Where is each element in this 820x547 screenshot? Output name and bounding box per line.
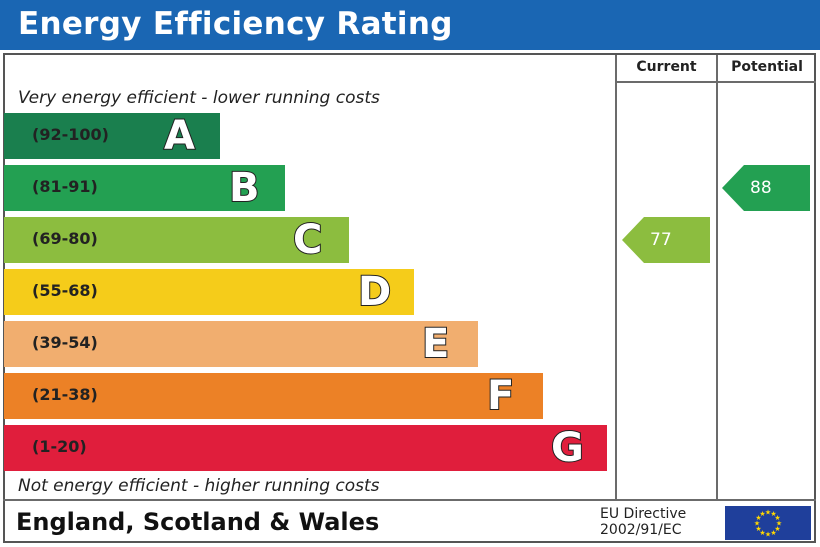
flag-star: ★ xyxy=(770,529,776,537)
divider-potential xyxy=(716,55,718,500)
arrow-shape xyxy=(722,165,810,211)
arrow-value: 88 xyxy=(750,178,772,198)
flag-star: ★ xyxy=(770,510,776,518)
flag-star: ★ xyxy=(755,525,761,533)
arrow-value: 77 xyxy=(650,230,672,250)
footer-region: England, Scotland & Wales xyxy=(16,508,380,536)
directive-line2: 2002/91/EC xyxy=(600,522,682,538)
band-b: (81-91) B xyxy=(4,164,285,212)
directive-line1: EU Directive xyxy=(600,506,687,522)
column-header-current: Current xyxy=(636,59,697,75)
caption-top: Very energy efficient - lower running co… xyxy=(18,88,380,108)
band-letter: F xyxy=(486,372,515,420)
band-c: (69-80) C xyxy=(4,216,349,264)
band-letter: D xyxy=(357,268,392,316)
band-range-label: (92-100) xyxy=(32,125,109,144)
band-range-label: (81-91) xyxy=(32,177,98,196)
footer-divider xyxy=(3,499,816,501)
band-range-label: (55-68) xyxy=(32,281,98,300)
band-range-label: (1-20) xyxy=(32,437,87,456)
flag-star: ★ xyxy=(755,514,761,522)
band-range-label: (39-54) xyxy=(32,333,98,352)
band-d: (55-68) D xyxy=(4,268,414,316)
band-range-label: (21-38) xyxy=(32,385,98,404)
column-header-potential: Potential xyxy=(731,59,803,75)
flag-star: ★ xyxy=(759,510,765,518)
divider-current xyxy=(615,55,617,500)
flag-star: ★ xyxy=(759,529,765,537)
band-letter: B xyxy=(228,164,260,212)
band-e: (39-54) E xyxy=(4,320,478,368)
caption-bottom: Not energy efficient - higher running co… xyxy=(18,476,380,496)
flag-star: ★ xyxy=(774,514,780,522)
chart-title: Energy Efficiency Rating xyxy=(18,6,453,42)
eu-directive: EU Directive 2002/91/EC xyxy=(600,506,686,538)
band-letter: G xyxy=(550,424,585,472)
arrow-current: 77 xyxy=(622,217,710,263)
band-letter: A xyxy=(163,112,196,160)
flag-star: ★ xyxy=(765,531,771,539)
flag-star: ★ xyxy=(776,520,782,528)
band-g: (1-20) G xyxy=(4,424,607,472)
band-letter: E xyxy=(421,320,450,368)
flag-star: ★ xyxy=(774,525,780,533)
eu-flag-icon: ★ ★ ★ ★ ★ ★ ★ ★ ★ ★ ★ ★ xyxy=(725,506,811,540)
arrow-shape xyxy=(622,217,710,263)
title-bar: Energy Efficiency Rating xyxy=(0,0,820,50)
band-f: (21-38) F xyxy=(4,372,543,420)
band-a: (92-100) A xyxy=(4,112,220,160)
flag-star: ★ xyxy=(765,509,771,517)
flag-star: ★ xyxy=(754,520,760,528)
arrow-potential: 88 xyxy=(722,165,810,211)
header-underline xyxy=(615,81,816,83)
band-letter: C xyxy=(292,216,323,264)
band-range-label: (69-80) xyxy=(32,229,98,248)
